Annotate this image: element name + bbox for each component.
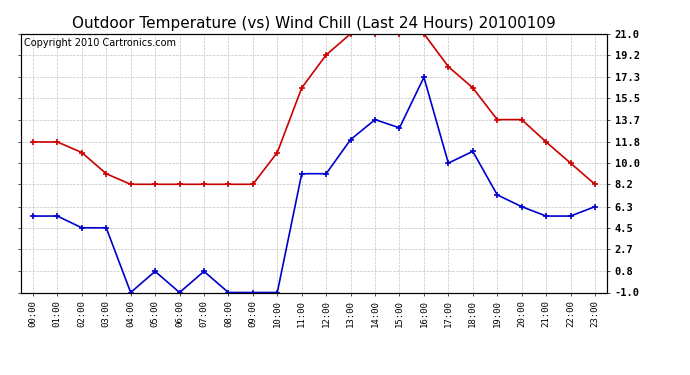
- Text: Copyright 2010 Cartronics.com: Copyright 2010 Cartronics.com: [23, 38, 176, 48]
- Title: Outdoor Temperature (vs) Wind Chill (Last 24 Hours) 20100109: Outdoor Temperature (vs) Wind Chill (Las…: [72, 16, 556, 31]
